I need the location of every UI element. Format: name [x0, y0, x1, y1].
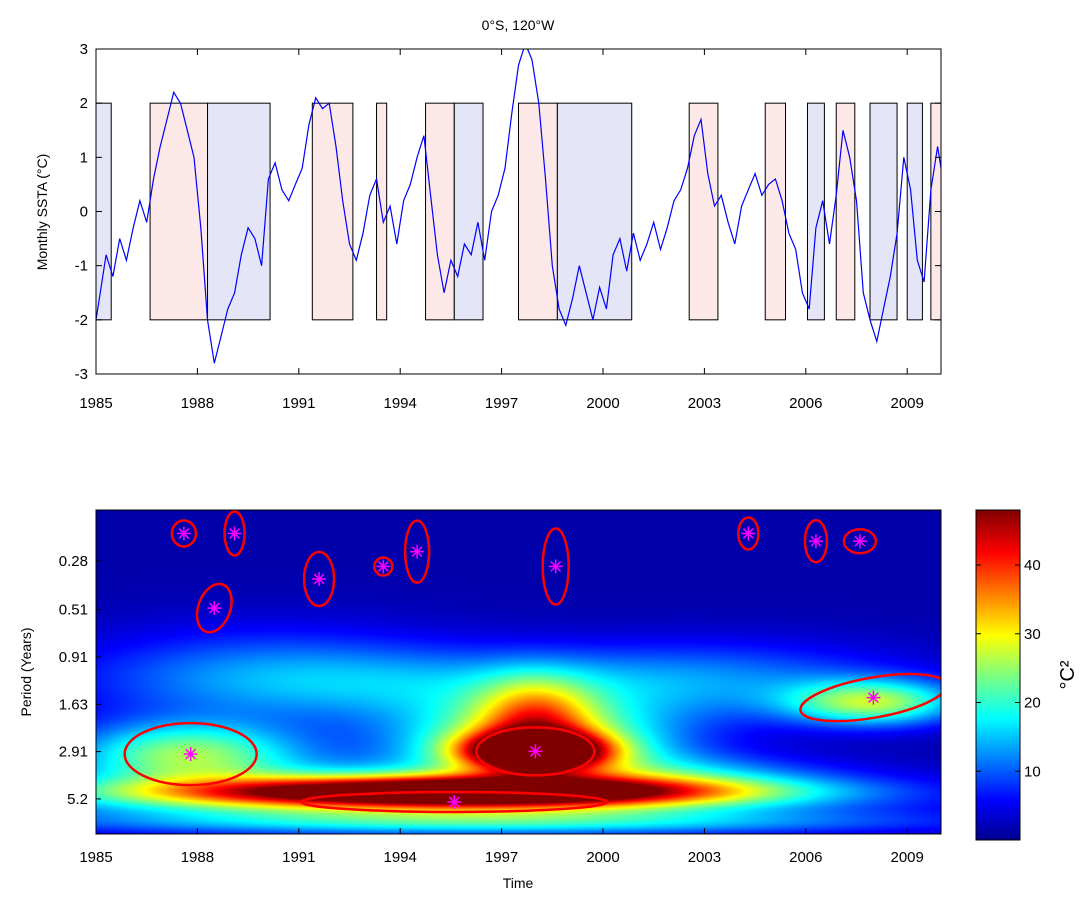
peak-marker — [312, 572, 327, 587]
significance-ellipse — [842, 527, 878, 555]
colorbar-ticks: 10 20 30 40 — [976, 557, 1041, 780]
top-y-tick-label: -3 — [75, 366, 88, 383]
shaded-period-positive — [425, 102, 455, 321]
bottom-x-tick-label: 1988 — [181, 849, 214, 866]
significance-ellipse — [123, 721, 258, 787]
shaded-period-negative — [556, 102, 633, 321]
significance-ellipse — [195, 582, 233, 634]
colorbar-gradient — [975, 509, 1021, 841]
bottom-x-axis: 1985 1988 1991 1994 1997 2000 2003 2006 2009 — [79, 828, 924, 866]
top-x-axis: 1985 1988 1991 1994 1997 2000 2003 2006 2009 — [79, 49, 924, 412]
shaded-period-positive — [764, 102, 787, 321]
colorbar-tick-label: 20 — [1024, 695, 1041, 712]
significance-ellipse — [223, 510, 246, 557]
bottom-x-tick-label: 1991 — [282, 849, 315, 866]
significance-ellipse — [373, 556, 394, 577]
top-x-tick-label: 1994 — [384, 395, 417, 412]
peak-marker — [808, 534, 823, 549]
peak-marker — [376, 559, 391, 574]
top-y-tick-label: 1 — [80, 149, 88, 166]
bottom-x-tick-label: 2003 — [688, 849, 721, 866]
colorbar: 10 20 30 40 °C² — [975, 509, 1079, 841]
top-x-tick-label: 2000 — [586, 395, 619, 412]
peak-marker — [866, 690, 881, 705]
shaded-period-positive — [149, 102, 209, 321]
colorbar-label: °C² — [1057, 660, 1079, 689]
bottom-x-tick-label: 2009 — [891, 849, 924, 866]
shaded-period-positive — [311, 102, 354, 321]
significance-ellipse — [302, 550, 336, 608]
significance-ellipse — [403, 519, 431, 584]
shaded-period-negative — [906, 102, 923, 321]
peak-marker — [207, 601, 222, 616]
bottom-x-tick-label: 2006 — [789, 849, 822, 866]
bottom-x-tick-label: 2000 — [586, 849, 619, 866]
bottom-x-tick-label: 1985 — [79, 849, 112, 866]
top-x-tick-label: 2003 — [688, 395, 721, 412]
peak-marker — [447, 794, 462, 809]
peak-marker — [227, 526, 242, 541]
ssta-panel: 0°S, 120°W 1985 1988 1991 1994 1997 2000 2003 2… — [34, 17, 942, 412]
top-y-axis-label: Monthly SSTA (°C) — [34, 154, 50, 271]
peak-marker — [528, 744, 543, 759]
significance-regions — [123, 510, 941, 814]
shaded-period-negative — [207, 102, 271, 321]
wavelet-panel: 1985 1988 1991 1994 1997 2000 2003 2006 2009 0.2… — [18, 509, 1079, 891]
significance-ellipse — [803, 518, 829, 564]
peak-marker — [410, 544, 425, 559]
peak-marker — [183, 747, 198, 762]
significance-ellipse — [170, 519, 198, 548]
bottom-y-tick-label: 5.2 — [67, 791, 88, 808]
top-y-tick-label: -2 — [75, 312, 88, 329]
bottom-x-axis-label: Time — [503, 875, 534, 891]
bottom-plot-frame — [95, 509, 942, 835]
peak-marker — [741, 526, 756, 541]
peak-marker — [548, 559, 563, 574]
colorbar-tick-label: 30 — [1024, 626, 1041, 643]
top-y-tick-label: 0 — [80, 204, 88, 221]
bottom-y-tick-label: 2.91 — [59, 744, 88, 761]
shaded-periods — [96, 102, 941, 321]
significance-ellipse — [799, 672, 941, 723]
top-x-tick-label: 1985 — [79, 395, 112, 412]
bottom-y-tick-label: 0.28 — [59, 553, 88, 570]
significance-ellipse — [475, 726, 596, 777]
top-chart-title: 0°S, 120°W — [482, 17, 555, 33]
shaded-period-positive — [835, 102, 856, 321]
wavelet-power-heatmap — [96, 510, 941, 834]
bottom-y-tick-label: 1.63 — [59, 696, 88, 713]
peak-marker — [176, 526, 191, 541]
top-y-tick-label: 2 — [80, 95, 88, 112]
bottom-y-tick-label: 0.51 — [59, 602, 88, 619]
top-x-tick-label: 2009 — [891, 395, 924, 412]
top-x-tick-label: 1997 — [485, 395, 518, 412]
top-y-tick-label: 3 — [80, 41, 88, 58]
bottom-x-tick-label: 1997 — [485, 849, 518, 866]
top-y-axis: -3 -2 -1 0 1 2 3 — [75, 41, 941, 383]
bottom-x-tick-label: 1994 — [384, 849, 417, 866]
shaded-period-negative — [869, 102, 898, 321]
top-x-tick-label: 1988 — [181, 395, 214, 412]
significance-ellipse — [737, 516, 760, 551]
top-x-tick-label: 1991 — [282, 395, 315, 412]
top-x-tick-label: 2006 — [789, 395, 822, 412]
shaded-period-positive — [518, 102, 558, 321]
colorbar-tick-label: 10 — [1024, 763, 1041, 780]
shaded-period-negative — [806, 102, 825, 321]
shaded-period-negative — [453, 102, 484, 321]
bottom-y-tick-label: 0.91 — [59, 649, 88, 666]
bottom-y-axis: 0.28 0.51 0.91 1.63 2.91 5.2 — [59, 553, 101, 808]
significance-ellipse — [541, 527, 570, 606]
ssta-series-line — [96, 49, 941, 364]
peak-marker — [852, 534, 867, 549]
bottom-y-axis-label: Period (Years) — [18, 628, 34, 717]
top-y-tick-label: -1 — [75, 258, 88, 275]
significance-ellipse — [300, 790, 609, 814]
colorbar-tick-label: 40 — [1024, 557, 1041, 574]
